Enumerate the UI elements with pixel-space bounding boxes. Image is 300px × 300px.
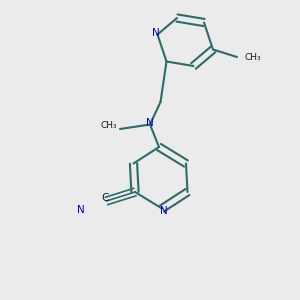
Text: N: N [77,205,85,215]
Text: N: N [152,28,160,38]
Text: N: N [160,206,167,217]
Text: CH₃: CH₃ [244,52,261,62]
Text: N: N [146,118,154,128]
Text: CH₃: CH₃ [100,122,117,130]
Text: C: C [101,193,109,203]
